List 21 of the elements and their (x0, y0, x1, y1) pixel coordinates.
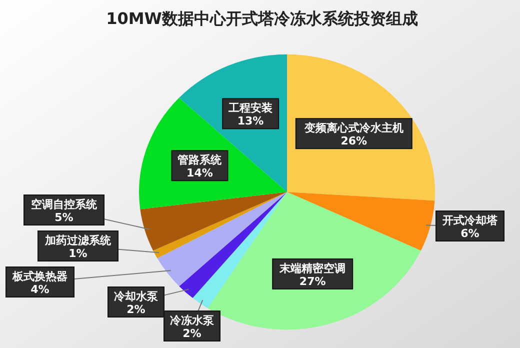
slice-label: 板式换热器 (12, 270, 68, 283)
data-label: 2% (126, 303, 146, 316)
slice-label: 开式冷却塔 (442, 214, 498, 227)
slice-label: 冷冻水泵 (170, 314, 215, 327)
data-label: 4% (30, 283, 50, 296)
slice-label: 管路系统 (176, 154, 223, 167)
data-label: 26% (340, 134, 368, 148)
chart-title: 10MW数据中心开式塔冷冻水系统投资组成 (106, 9, 418, 28)
data-label: 5% (54, 211, 74, 224)
data-label: 14% (186, 166, 213, 180)
slice-label: 加药过滤系统 (44, 234, 112, 247)
data-label: 1% (68, 247, 88, 260)
slice-label: 工程安装 (228, 102, 273, 115)
slice-label: 冷却水泵 (114, 290, 159, 303)
data-label: 27% (299, 274, 326, 288)
data-label: 13% (237, 114, 264, 128)
slice-label: 变频离心式冷水主机 (303, 122, 404, 135)
data-label: 6% (460, 227, 480, 240)
slice-label: 空调自控系统 (31, 198, 98, 211)
data-label: 2% (182, 327, 202, 340)
slice-label: 末端精密空调 (278, 262, 346, 275)
